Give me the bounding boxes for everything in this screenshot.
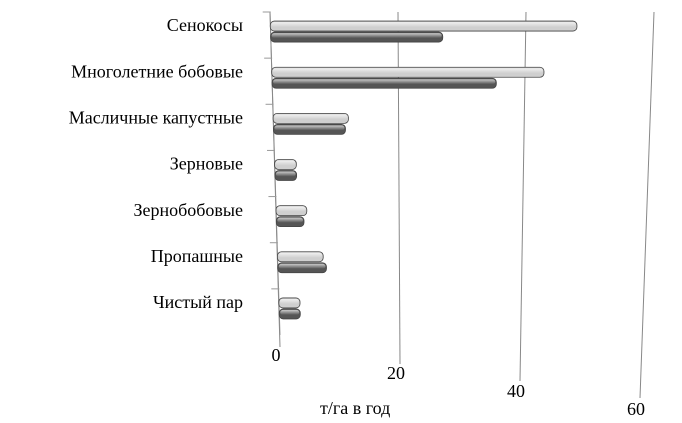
x-tick-label: 20 [387, 363, 405, 383]
bar-highlight [278, 263, 326, 269]
bar-highlight [274, 125, 345, 131]
bar-highlight [275, 160, 296, 166]
grid-line [269, 11, 281, 348]
bar-highlight [278, 252, 323, 258]
y-tick-label: Пропашные [151, 246, 243, 266]
y-tick-label: Многолетние бобовые [71, 61, 243, 81]
bar-highlight [276, 206, 306, 212]
y-tick-label: Зернобобовые [133, 200, 243, 220]
bar-highlight [273, 79, 496, 85]
x-tick-label: 0 [272, 345, 281, 365]
y-tick-label: Сенокосы [167, 15, 243, 35]
bar-highlight [274, 114, 348, 120]
bar-highlight [271, 33, 442, 39]
bar-highlight [279, 298, 300, 304]
bar-highlight [275, 171, 296, 177]
x-tick-label: 60 [627, 399, 645, 419]
bar-highlight [277, 217, 303, 223]
y-tick-label: Зерновые [170, 154, 243, 174]
bar-highlight [280, 309, 300, 315]
y-tick-label: Масличные капустные [69, 107, 243, 127]
bar-highlight [271, 22, 576, 28]
x-axis-label: т/га в год [320, 398, 390, 418]
grid-line [639, 11, 655, 399]
bar-highlight [272, 68, 543, 74]
y-tick-label: Чистый пар [153, 292, 243, 312]
grid-line [397, 11, 401, 365]
x-tick-label: 40 [507, 381, 525, 401]
